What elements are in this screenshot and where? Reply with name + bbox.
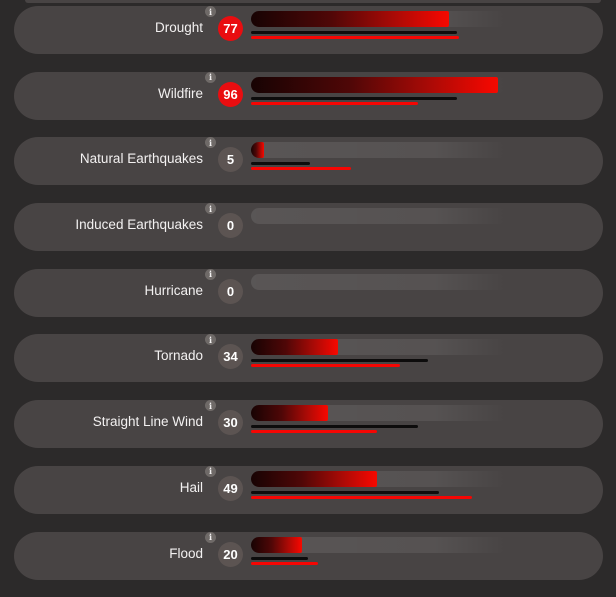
info-icon[interactable]: i [205, 203, 216, 215]
bar-track [251, 208, 508, 225]
info-icon[interactable]: i [205, 465, 216, 477]
bar-group [251, 334, 508, 382]
bar-track [251, 536, 508, 553]
info-icon[interactable]: i [205, 268, 216, 280]
info-icon-glyph: i [208, 466, 213, 477]
black-comparison-line [251, 425, 419, 429]
info-icon-glyph: i [208, 269, 213, 280]
hazard-label: Wildfire [157, 85, 203, 101]
hazard-row: Flood i 20 [14, 531, 603, 580]
black-comparison-line [251, 31, 457, 34]
hazard-label: Hurricane [144, 282, 203, 298]
info-icon-glyph: i [208, 400, 213, 411]
bar-group [251, 137, 508, 185]
info-icon[interactable]: i [205, 137, 216, 149]
red-comparison-line [251, 167, 352, 171]
cutoff-element-bottom-edge [25, 0, 601, 3]
info-icon[interactable]: i [205, 334, 216, 346]
info-icon-glyph: i [208, 532, 213, 542]
info-icon[interactable]: i [205, 71, 216, 83]
red-comparison-line [251, 495, 473, 499]
black-comparison-line [251, 556, 308, 560]
score-bar [251, 405, 329, 422]
bar-track [251, 273, 508, 290]
black-comparison-line [251, 162, 311, 166]
hazard-label: Straight Line Wind [92, 414, 203, 430]
hazard-row: Wildfire i 96 [14, 71, 603, 120]
score-bar [251, 142, 264, 159]
score-badge: 0 [218, 278, 243, 304]
hazard-row: Hail i 49 [14, 465, 603, 514]
score-badge: 5 [218, 147, 243, 173]
score-bar [251, 339, 339, 356]
bar-group [251, 532, 508, 580]
info-icon[interactable]: i [205, 6, 216, 17]
score-badge: 30 [218, 410, 243, 436]
score-badge: 20 [218, 541, 243, 567]
hazard-row: Induced Earthquakes i 0 [14, 203, 603, 252]
score-badge: 34 [218, 344, 243, 370]
info-icon-glyph: i [208, 334, 213, 345]
hazard-row: Straight Line Wind i 30 [14, 400, 603, 449]
hazard-label: Hail [179, 479, 203, 495]
bar-track [251, 142, 508, 159]
red-comparison-line [251, 430, 377, 434]
bar-group [251, 72, 508, 120]
red-comparison-line [251, 101, 419, 105]
hazard-row: Tornado i 34 [14, 334, 603, 383]
score-badge: 77 [218, 16, 243, 41]
hazard-row: Natural Earthquakes i 5 [14, 137, 603, 186]
hazard-label: Induced Earthquakes [75, 217, 203, 233]
score-badge: 0 [218, 213, 243, 239]
hazard-label: Flood [169, 545, 203, 561]
red-comparison-line [251, 36, 460, 39]
info-icon[interactable]: i [205, 531, 216, 543]
score-bar [251, 76, 498, 93]
info-icon-glyph: i [208, 6, 213, 17]
hazard-label: Drought [154, 20, 203, 35]
hazard-label: Tornado [154, 348, 203, 364]
bar-group [251, 203, 508, 251]
bar-group [251, 6, 508, 54]
bar-group [251, 466, 508, 514]
hazard-row: Hurricane i 0 [14, 268, 603, 317]
score-bar [251, 11, 449, 27]
red-comparison-line [251, 561, 318, 565]
info-icon[interactable]: i [205, 400, 216, 412]
black-comparison-line [251, 96, 457, 100]
hazard-risk-list: Drought i 77 Wildfire i 96 Natural Earth… [14, 6, 603, 597]
score-bar [251, 470, 377, 487]
score-bar [251, 536, 303, 553]
info-icon-glyph: i [208, 203, 213, 214]
info-icon-glyph: i [208, 72, 213, 83]
score-badge: 96 [218, 81, 243, 107]
hazard-label: Natural Earthquakes [79, 151, 203, 167]
info-icon-glyph: i [208, 137, 213, 148]
bar-group [251, 400, 508, 448]
black-comparison-line [251, 490, 439, 494]
score-badge: 49 [218, 475, 243, 501]
black-comparison-line [251, 359, 429, 363]
hazard-row: Drought i 77 [14, 6, 603, 54]
red-comparison-line [251, 364, 401, 368]
bar-group [251, 269, 508, 317]
